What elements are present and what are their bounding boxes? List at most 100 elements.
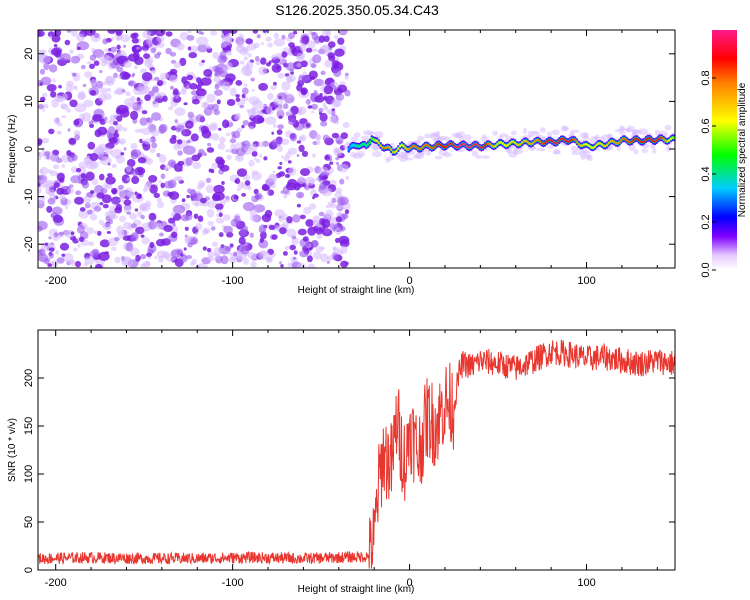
noise-speckle	[242, 120, 250, 126]
noise-speckle	[198, 30, 202, 35]
noise-speckle	[103, 80, 110, 86]
noise-speckle	[200, 182, 205, 188]
noise-speckle	[204, 229, 209, 234]
noise-speckle	[138, 82, 148, 91]
ridge-segment	[545, 140, 548, 143]
noise-speckle	[258, 82, 268, 91]
noise-speckle	[305, 74, 311, 81]
noise-speckle	[38, 186, 42, 194]
noise-speckle	[312, 153, 316, 158]
ridge-segment	[604, 145, 607, 148]
ridge-segment	[510, 140, 513, 143]
ridge-segment	[542, 142, 545, 145]
ridge-halo-speckle	[593, 136, 599, 140]
noise-speckle	[260, 57, 267, 65]
noise-speckle	[70, 231, 75, 235]
noise-speckle	[278, 115, 283, 119]
noise-speckle	[159, 123, 168, 133]
ridge-halo-speckle	[527, 130, 533, 138]
ridge-segment	[505, 144, 508, 147]
noise-speckle	[198, 129, 202, 133]
noise-speckle	[299, 214, 306, 220]
noise-speckle	[76, 46, 81, 51]
ridge-halo-speckle	[561, 126, 570, 131]
noise-speckle	[310, 240, 319, 247]
noise-speckle	[308, 70, 318, 80]
noise-speckle	[326, 109, 333, 115]
ridge-segment	[391, 151, 395, 154]
ridge-halo-speckle	[355, 151, 366, 157]
ridge-segment	[641, 141, 644, 144]
ridge-segment	[547, 139, 550, 142]
noise-speckle	[107, 211, 117, 219]
noise-speckle	[48, 128, 55, 135]
noise-speckle	[48, 252, 54, 259]
ridge-segment	[439, 143, 442, 146]
ridge-segment	[572, 138, 575, 141]
ridge-segment	[581, 144, 584, 147]
snr-panel: -200 -100 0 100 0 50 100 150 200 Height of strai…	[7, 329, 676, 595]
noise-speckle	[116, 36, 120, 42]
noise-speckle	[267, 189, 275, 196]
noise-speckle	[195, 232, 199, 236]
noise-speckle	[328, 41, 336, 48]
noise-speckle	[50, 155, 59, 162]
noise-speckle	[115, 129, 118, 133]
noise-speckle	[198, 148, 205, 155]
noise-speckle	[167, 192, 174, 197]
noise-speckle	[77, 243, 81, 248]
ridge-segment	[460, 143, 464, 146]
ridge-segment	[501, 142, 504, 145]
noise-speckle	[41, 147, 46, 153]
ridge-segment	[611, 139, 614, 143]
noise-speckle	[252, 30, 259, 34]
ridge-segment	[399, 145, 402, 148]
ridge-halo-speckle	[484, 147, 490, 151]
noise-speckle	[336, 161, 339, 166]
ridge-segment	[397, 147, 400, 150]
noise-speckle	[276, 92, 287, 100]
noise-speckle	[160, 182, 165, 189]
ridge-halo-speckle	[360, 135, 370, 140]
snr-x-label: Height of straight line (km)	[298, 584, 415, 595]
ridge-segment	[627, 140, 630, 143]
noise-speckle	[258, 66, 268, 76]
noise-speckle	[153, 192, 160, 199]
ridge-segment	[450, 142, 453, 145]
noise-speckle	[265, 36, 272, 42]
noise-speckle	[267, 92, 274, 100]
noise-speckle	[223, 225, 234, 234]
spectrogram-x-tick-label: 100	[577, 275, 595, 287]
ridge-segment	[491, 144, 494, 148]
snr-x-tick-label: -100	[222, 577, 244, 589]
noise-speckle	[249, 214, 258, 222]
noise-speckle	[72, 72, 81, 82]
ridge-segment	[558, 139, 561, 142]
noise-speckle	[332, 247, 340, 254]
ridge-segment	[409, 146, 412, 150]
noise-speckle	[235, 80, 243, 86]
noise-speckle	[327, 171, 332, 176]
noise-speckle	[156, 35, 165, 43]
noise-speckle	[114, 236, 120, 242]
ridge-halo-speckle	[614, 129, 621, 133]
colorbar: 0.0 0.2 0.4 0.6 0.8 Normalized spectral ampl…	[700, 30, 748, 278]
ridge-segment	[393, 151, 396, 154]
noise-speckle	[181, 76, 188, 84]
noise-speckle	[149, 147, 156, 154]
noise-speckle	[64, 205, 69, 210]
noise-speckle	[214, 83, 220, 90]
noise-speckle	[177, 150, 183, 156]
noise-speckle	[136, 194, 142, 200]
noise-speckle	[260, 42, 265, 46]
noise-speckle	[331, 108, 336, 112]
ridge-segment	[487, 142, 490, 145]
noise-speckle	[38, 152, 45, 157]
ridge-segment	[429, 146, 432, 149]
noise-speckle	[311, 31, 316, 36]
ridge-segment	[659, 136, 662, 139]
noise-speckle	[40, 76, 52, 86]
ridge-segment	[600, 143, 603, 146]
ridge-halo-speckle	[366, 131, 377, 135]
ridge-segment	[632, 138, 635, 141]
